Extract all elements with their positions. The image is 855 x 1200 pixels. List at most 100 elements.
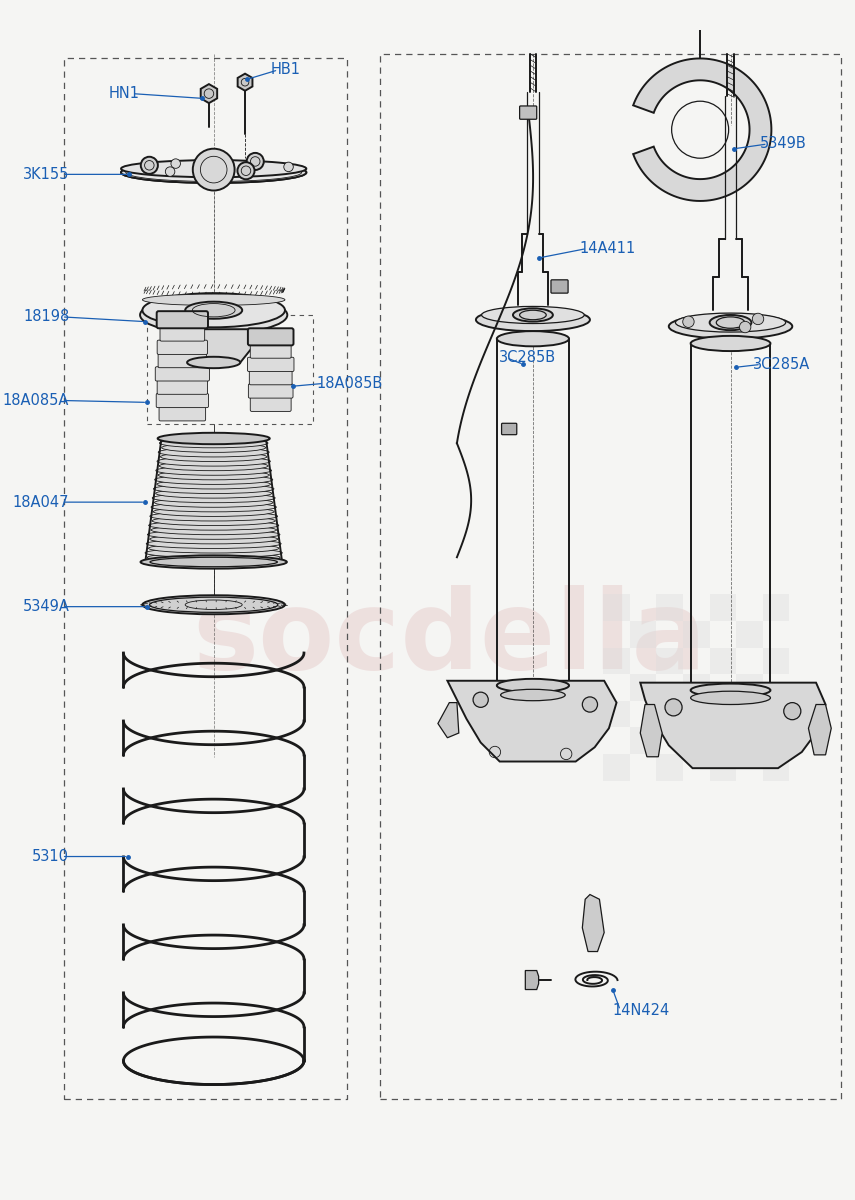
Circle shape [165,167,174,176]
FancyBboxPatch shape [156,367,209,382]
FancyBboxPatch shape [251,344,291,359]
Bar [710,701,736,727]
Ellipse shape [156,466,272,475]
Ellipse shape [157,433,269,444]
Ellipse shape [143,294,285,306]
Polygon shape [640,683,826,768]
Text: 5310: 5310 [32,850,69,864]
Ellipse shape [476,308,590,331]
Ellipse shape [144,557,284,566]
Polygon shape [809,704,831,755]
Ellipse shape [497,331,569,347]
Ellipse shape [150,526,276,535]
Polygon shape [582,894,604,952]
Ellipse shape [691,684,770,697]
Bar [683,620,710,648]
Bar [763,648,789,674]
Text: HB1: HB1 [271,62,301,77]
Polygon shape [238,73,252,91]
Bar [710,648,736,674]
Bar [630,727,657,754]
Bar [657,594,683,620]
Ellipse shape [121,162,306,182]
Ellipse shape [159,438,268,448]
Bar [604,648,630,674]
Text: HN1: HN1 [109,86,139,101]
Text: socdella: socdella [192,584,706,691]
Polygon shape [171,329,256,362]
Ellipse shape [186,301,242,319]
Text: 14N424: 14N424 [613,1003,670,1018]
FancyBboxPatch shape [248,384,293,398]
Circle shape [473,692,488,707]
Bar [763,754,789,780]
Bar [736,674,763,701]
Ellipse shape [152,516,275,526]
Ellipse shape [155,475,273,485]
Ellipse shape [121,160,306,178]
Bar [604,701,630,727]
Ellipse shape [143,595,285,614]
Polygon shape [438,703,459,738]
Ellipse shape [156,480,270,488]
Circle shape [141,157,158,174]
Ellipse shape [149,544,279,553]
Ellipse shape [669,314,793,338]
Ellipse shape [145,548,282,558]
Ellipse shape [140,556,286,569]
Ellipse shape [140,296,287,334]
Bar [604,594,630,620]
Bar [657,701,683,727]
Ellipse shape [153,484,274,493]
FancyBboxPatch shape [551,280,568,293]
Bar [736,727,763,754]
Ellipse shape [481,306,584,324]
Bar [763,594,789,620]
Circle shape [740,322,751,332]
Ellipse shape [497,679,569,692]
Text: 18A047: 18A047 [13,494,69,510]
Ellipse shape [187,356,240,368]
Ellipse shape [155,498,273,508]
Ellipse shape [675,313,786,332]
Ellipse shape [150,511,278,521]
FancyBboxPatch shape [159,407,205,421]
Text: 18A085A: 18A085A [3,392,69,408]
Bar [710,754,736,780]
Bar [657,754,683,780]
Ellipse shape [157,457,270,466]
Circle shape [752,313,764,325]
Ellipse shape [162,443,266,452]
Text: 3C285A: 3C285A [753,356,811,372]
Bar [683,674,710,701]
Text: 5349A: 5349A [22,599,69,614]
Ellipse shape [147,553,280,562]
FancyBboxPatch shape [157,380,208,395]
FancyBboxPatch shape [520,106,537,119]
Bar [763,701,789,727]
Polygon shape [201,84,217,103]
Ellipse shape [126,163,302,181]
Text: 3K155: 3K155 [23,167,69,182]
Ellipse shape [162,433,264,443]
Text: 18A085B: 18A085B [316,376,382,391]
Bar [710,594,736,620]
Circle shape [683,316,694,328]
Circle shape [247,152,264,170]
Ellipse shape [501,689,565,701]
FancyBboxPatch shape [156,311,208,329]
Ellipse shape [150,534,278,544]
FancyBboxPatch shape [251,397,291,412]
Ellipse shape [691,691,770,704]
Ellipse shape [143,293,285,328]
FancyBboxPatch shape [157,340,208,354]
Circle shape [171,158,180,168]
Circle shape [284,162,293,172]
Text: 18198: 18198 [23,310,69,324]
Ellipse shape [152,493,275,503]
Bar [683,727,710,754]
FancyBboxPatch shape [247,358,294,372]
Ellipse shape [149,521,279,530]
Ellipse shape [691,336,770,352]
FancyBboxPatch shape [158,354,207,367]
